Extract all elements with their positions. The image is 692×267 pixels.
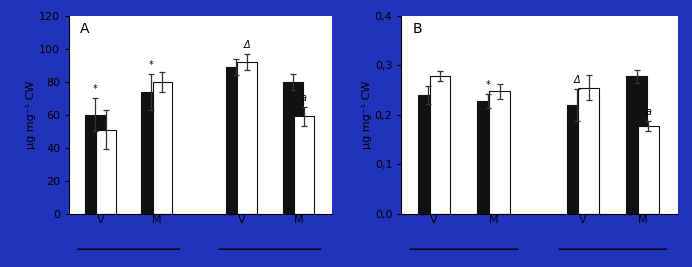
Text: Δ: Δ xyxy=(574,75,581,85)
Bar xyxy=(626,76,647,214)
Bar xyxy=(85,115,104,214)
Text: a: a xyxy=(301,93,307,103)
Bar xyxy=(152,82,172,214)
Bar xyxy=(237,62,257,214)
Bar xyxy=(226,67,246,214)
Bar xyxy=(283,82,302,214)
Bar xyxy=(294,116,313,214)
Text: a: a xyxy=(646,107,651,117)
Bar xyxy=(418,95,439,214)
Bar xyxy=(579,88,599,214)
Bar xyxy=(477,101,498,214)
Text: *: * xyxy=(92,84,97,95)
Y-axis label: μg mg⁻¹ CW: μg mg⁻¹ CW xyxy=(26,81,36,149)
Y-axis label: μg mg⁻¹ CW: μg mg⁻¹ CW xyxy=(362,81,372,149)
Bar xyxy=(96,130,116,214)
Text: B: B xyxy=(412,22,422,36)
Bar xyxy=(638,126,659,214)
Text: *: * xyxy=(485,80,490,90)
Bar xyxy=(141,92,161,214)
Bar xyxy=(489,91,510,214)
Bar xyxy=(567,105,588,214)
Text: Δ: Δ xyxy=(244,40,251,50)
Text: A: A xyxy=(80,22,89,36)
Bar xyxy=(430,76,450,214)
Text: *: * xyxy=(149,60,154,70)
